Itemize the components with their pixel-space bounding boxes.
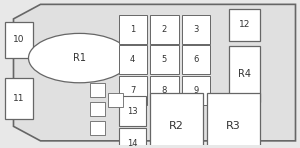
Bar — [108, 93, 123, 107]
Text: 1: 1 — [130, 25, 135, 34]
Bar — [150, 15, 178, 44]
Bar — [118, 45, 147, 74]
Text: 6: 6 — [193, 55, 198, 64]
Bar — [90, 102, 105, 116]
Bar — [150, 75, 178, 104]
Text: 2: 2 — [162, 25, 167, 34]
Text: 14: 14 — [127, 139, 137, 148]
Text: 4: 4 — [130, 55, 135, 64]
Bar — [182, 45, 210, 74]
Text: 3: 3 — [193, 25, 198, 34]
Bar — [90, 120, 105, 135]
Text: 10: 10 — [13, 35, 25, 44]
Bar — [118, 128, 146, 148]
Text: 7: 7 — [130, 86, 135, 95]
Bar — [229, 46, 260, 102]
Text: R1: R1 — [73, 53, 86, 63]
Bar — [4, 78, 33, 119]
Text: 8: 8 — [162, 86, 167, 95]
Text: 12: 12 — [239, 20, 250, 29]
Text: 9: 9 — [193, 86, 198, 95]
Text: R2: R2 — [169, 121, 184, 131]
Text: 5: 5 — [162, 55, 167, 64]
Bar — [118, 15, 147, 44]
Circle shape — [28, 33, 130, 83]
Text: 13: 13 — [127, 107, 137, 116]
Text: R3: R3 — [226, 121, 241, 131]
Text: 11: 11 — [13, 94, 25, 103]
Bar — [4, 22, 33, 58]
Text: R4: R4 — [238, 69, 251, 79]
Bar — [150, 93, 202, 148]
Bar — [207, 93, 260, 148]
Bar — [229, 9, 260, 41]
Bar — [118, 96, 146, 126]
Polygon shape — [14, 4, 296, 141]
Bar — [182, 75, 210, 104]
Bar — [182, 15, 210, 44]
Bar — [150, 45, 178, 74]
Bar — [118, 75, 147, 104]
Bar — [90, 83, 105, 97]
